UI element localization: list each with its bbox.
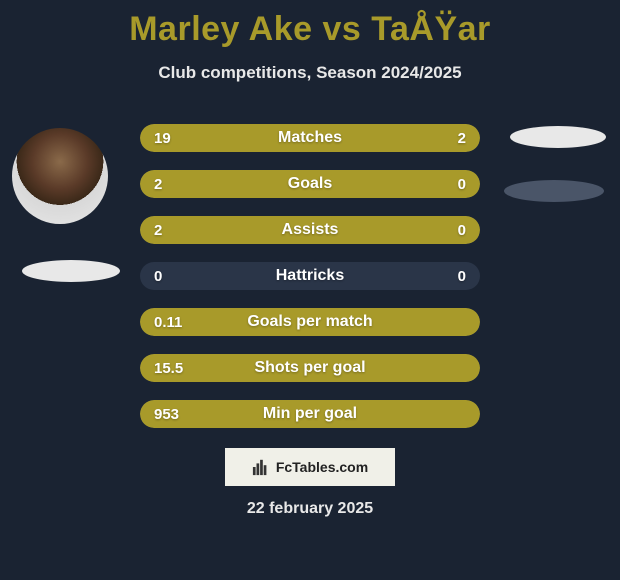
page-subtitle: Club competitions, Season 2024/2025 <box>0 63 620 83</box>
stat-label: Hattricks <box>140 262 480 290</box>
stat-value-right: 0 <box>458 216 466 244</box>
stat-label: Min per goal <box>140 400 480 428</box>
player-right-shadow-2 <box>504 180 604 202</box>
fctables-logo-icon <box>252 458 270 476</box>
stat-bar: 0.11Goals per match <box>140 308 480 336</box>
stat-label: Shots per goal <box>140 354 480 382</box>
player-left-avatar <box>12 128 108 224</box>
player-left-shadow <box>22 260 120 282</box>
page-title: Marley Ake vs TaÅŸar <box>0 0 620 49</box>
footer-brand-box: FcTables.com <box>225 448 395 486</box>
stat-label: Goals <box>140 170 480 198</box>
stat-bar: 15.5Shots per goal <box>140 354 480 382</box>
stat-bar: 2Assists0 <box>140 216 480 244</box>
stat-label: Assists <box>140 216 480 244</box>
player-right-shadow-1 <box>510 126 606 148</box>
stat-bar: 2Goals0 <box>140 170 480 198</box>
stat-value-right: 2 <box>458 124 466 152</box>
stat-label: Goals per match <box>140 308 480 336</box>
footer-brand-text: FcTables.com <box>276 459 368 475</box>
stat-bar: 953Min per goal <box>140 400 480 428</box>
stat-label: Matches <box>140 124 480 152</box>
stat-value-right: 0 <box>458 262 466 290</box>
stat-value-right: 0 <box>458 170 466 198</box>
date-text: 22 february 2025 <box>0 500 620 518</box>
stats-bars: 19Matches22Goals02Assists00Hattricks00.1… <box>140 124 480 446</box>
stat-bar: 0Hattricks0 <box>140 262 480 290</box>
stat-bar: 19Matches2 <box>140 124 480 152</box>
